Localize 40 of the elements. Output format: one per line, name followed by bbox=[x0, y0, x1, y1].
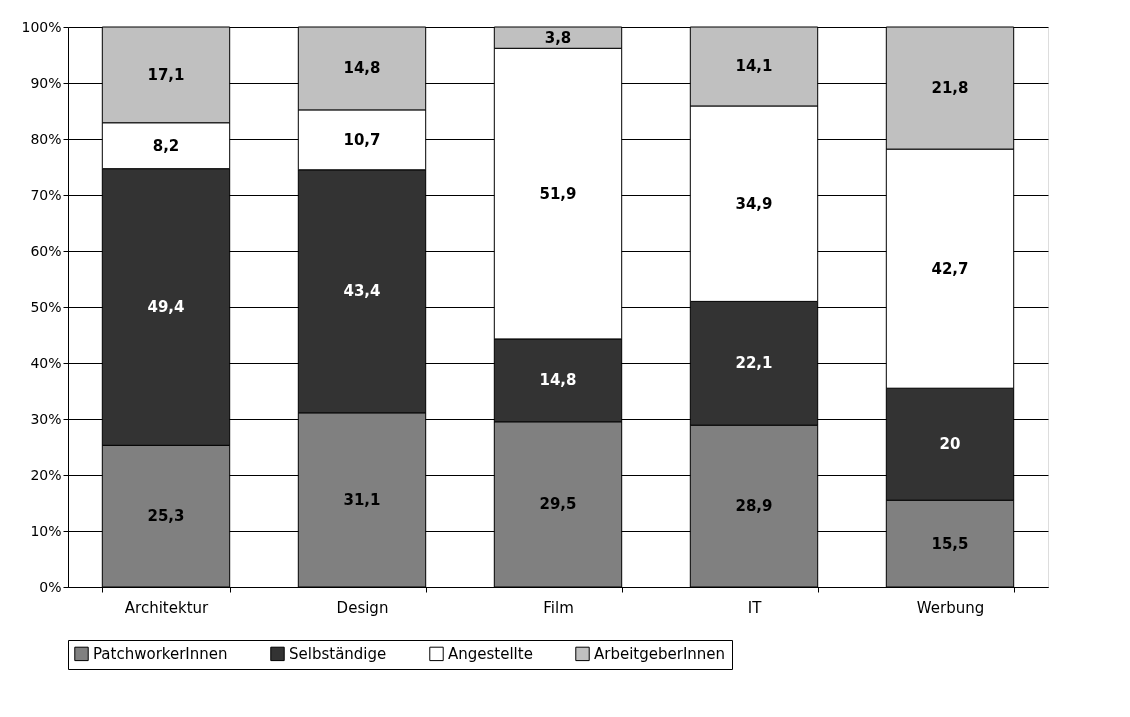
y-tick-label: 20% bbox=[30, 466, 62, 483]
y-tick-label: 30% bbox=[30, 410, 62, 427]
data-label: 22,1 bbox=[735, 354, 773, 373]
data-label: 15,5 bbox=[931, 534, 969, 553]
y-tick-label: 10% bbox=[30, 522, 62, 539]
data-label: 29,5 bbox=[539, 495, 577, 514]
y-tick-label: 80% bbox=[30, 130, 62, 147]
y-tick-label: 90% bbox=[30, 74, 62, 91]
data-label: 3,8 bbox=[544, 28, 572, 47]
data-label: 25,3 bbox=[147, 507, 185, 526]
y-tick-label: 40% bbox=[30, 354, 62, 371]
data-label: 20 bbox=[939, 435, 961, 454]
data-label: 43,4 bbox=[343, 282, 381, 301]
y-tick-label: 60% bbox=[30, 242, 62, 259]
legend-label: PatchworkerInnen bbox=[93, 644, 228, 663]
data-label: 10,7 bbox=[343, 130, 381, 149]
x-tick-label: Architektur bbox=[124, 598, 210, 617]
x-tick-label: Werbung bbox=[916, 598, 985, 617]
data-label: 14,8 bbox=[343, 59, 381, 78]
data-label: 51,9 bbox=[539, 184, 577, 203]
legend-label: Angestellte bbox=[448, 644, 533, 663]
data-label: 21,8 bbox=[931, 79, 969, 98]
legend-label: Selbständige bbox=[289, 644, 387, 663]
y-tick-label: 0% bbox=[39, 578, 62, 595]
x-tick-label: Film bbox=[543, 598, 574, 617]
data-label: 42,7 bbox=[931, 259, 969, 278]
data-label: 14,1 bbox=[735, 57, 773, 76]
data-label: 17,1 bbox=[147, 65, 185, 84]
data-label: 31,1 bbox=[343, 490, 381, 509]
y-tick-label: 70% bbox=[30, 186, 62, 203]
y-tick-label: 100% bbox=[21, 18, 62, 35]
data-label: 34,9 bbox=[735, 194, 773, 213]
x-tick-label: IT bbox=[747, 598, 763, 617]
y-tick-label: 50% bbox=[30, 298, 62, 315]
data-label: 14,8 bbox=[539, 371, 577, 390]
data-label: 8,2 bbox=[152, 136, 180, 155]
x-tick-label: Design bbox=[336, 598, 389, 617]
data-label: 49,4 bbox=[147, 298, 185, 316]
data-label: 28,9 bbox=[735, 497, 773, 516]
legend-label: ArbeitgeberInnen bbox=[594, 644, 726, 663]
